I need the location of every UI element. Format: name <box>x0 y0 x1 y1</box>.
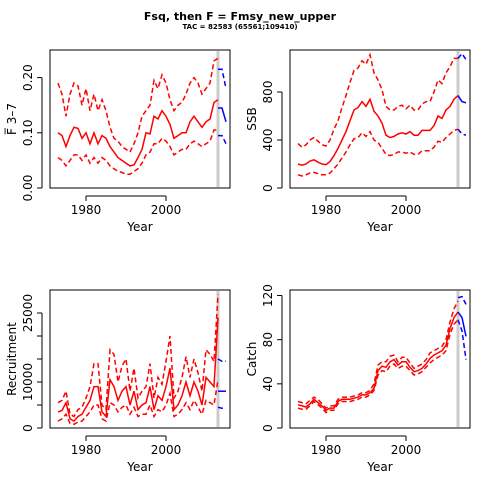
panel-fbar: 1980 2000 Year 0.00 0.10 0.20F̅ 3–7 <box>4 49 231 234</box>
x-tick-label: 1980 <box>311 203 342 217</box>
y-tick-label: 80 <box>261 332 275 347</box>
series-median-line <box>297 95 459 166</box>
series-upper-line <box>57 294 219 418</box>
y-tick-label: 0.20 <box>21 64 35 91</box>
series-upper-line <box>297 300 459 410</box>
y-tick-label: 10000 <box>21 363 35 401</box>
y-tick-label: 0 <box>261 424 275 432</box>
y-axis-title: SSB <box>245 107 259 130</box>
series-proj-median-line <box>218 107 227 123</box>
x-axis-title: Year <box>366 220 392 234</box>
series-lower-line <box>297 128 459 177</box>
y-tick-label: 0 <box>261 184 275 192</box>
x-axis-title: Year <box>126 220 152 234</box>
x-tick-label: 1980 <box>71 203 102 217</box>
series-proj-upper-line <box>457 295 467 305</box>
series-proj-upper-line <box>457 52 467 61</box>
x-tick-label: 2000 <box>391 203 422 217</box>
series-upper-line <box>297 52 458 149</box>
series-lower-line <box>297 319 459 414</box>
x-axis-title: Year <box>126 460 152 474</box>
y-tick-label: 40 <box>261 376 275 391</box>
panel-catch: 1980 2000 Year 0 40 80 120 Catch <box>245 284 471 474</box>
series-proj-lower-line <box>457 128 467 136</box>
y-tick-label: 800 <box>261 81 275 104</box>
plot-box <box>289 289 471 429</box>
y-tick-label: 0.10 <box>21 119 35 146</box>
series-median-line <box>297 311 459 412</box>
x-tick-label: 1980 <box>311 443 342 457</box>
y-axis-title: F̅ 3–7 <box>4 103 19 135</box>
series-proj-lower-line <box>457 319 467 360</box>
y-tick-label: 0.00 <box>21 175 35 202</box>
series-proj-upper-line <box>217 358 226 363</box>
series-upper-line <box>57 57 219 154</box>
plot-box <box>49 289 231 429</box>
x-tick-label: 1980 <box>71 443 102 457</box>
figure-subtitle: TAC = 82583 (65561;109410) <box>182 23 298 31</box>
series-proj-lower-line <box>218 134 227 145</box>
x-tick-label: 2000 <box>151 203 182 217</box>
figure-title: Fsq, then F = Fmsy_new_upper <box>143 10 337 23</box>
plot-box <box>289 49 471 189</box>
series-proj-lower-line <box>217 406 226 409</box>
series-lower-line <box>57 379 219 426</box>
y-tick-label: 0 <box>21 424 35 432</box>
y-tick-label: 25000 <box>21 294 35 332</box>
y-tick-label: 400 <box>261 129 275 152</box>
series-proj-upper-line <box>218 68 227 89</box>
y-axis-title: Catch <box>245 342 259 377</box>
series-lower-line <box>57 129 218 175</box>
series-proj-median-line <box>457 95 467 104</box>
x-axis-title: Year <box>366 460 392 474</box>
y-tick-label: 120 <box>261 284 275 307</box>
plot-box <box>49 49 231 189</box>
y-axis-title: Recruitment <box>5 322 19 396</box>
series-proj-median-line <box>457 311 467 337</box>
series-median-line <box>57 317 219 423</box>
series-median-line <box>57 99 219 167</box>
x-tick-label: 2000 <box>151 443 182 457</box>
x-tick-label: 2000 <box>391 443 422 457</box>
